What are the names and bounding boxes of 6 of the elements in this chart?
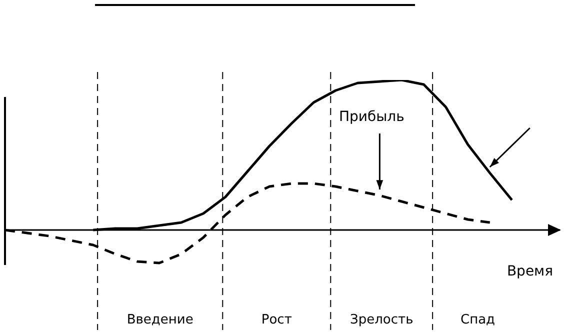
- text: Рост: [261, 312, 292, 328]
- text: Спад: [460, 312, 496, 328]
- text: Зрелость: [350, 312, 414, 328]
- text: Введение: [126, 312, 194, 328]
- text: Прибыль: [338, 109, 404, 126]
- x-axis-title: Время: [506, 264, 554, 280]
